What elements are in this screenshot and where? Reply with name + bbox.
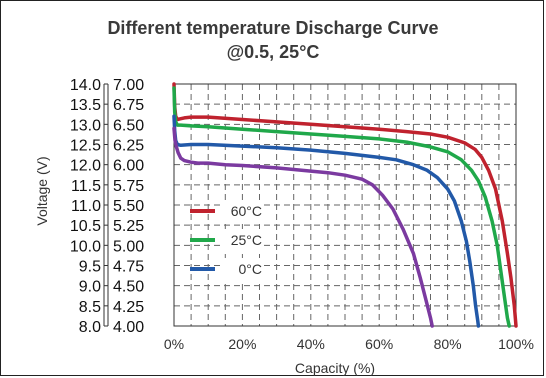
y-tick-label-inner: 5.75 (113, 178, 144, 195)
y-tick-label-inner: 4.25 (113, 299, 144, 316)
y-tick-label-inner: 4.75 (113, 259, 144, 276)
y-tick-label-outer: 12.5 (70, 138, 101, 155)
x-tick-label: 20% (228, 336, 256, 352)
y-tick-label-inner: 7.00 (113, 77, 144, 94)
y-tick-label-outer: 11.0 (71, 198, 101, 215)
y-axis-label: Voltage (V) (34, 156, 50, 225)
legend-label-bg (220, 258, 264, 280)
y-tick-label-outer: 11.5 (71, 178, 101, 195)
series-lines (172, 82, 518, 328)
x-tick-label: 100% (498, 336, 534, 352)
series-line-60c (172, 82, 518, 328)
y-tick-label-outer: 9.5 (79, 259, 101, 276)
y-tick-label-outer: 10.5 (70, 218, 101, 235)
chart-title: Different temperature Discharge Curve (107, 18, 439, 38)
y-tick-label-outer: 14.0 (70, 77, 101, 94)
series-line-25c (172, 86, 511, 328)
y-tick-label-inner: 6.00 (113, 158, 144, 175)
y-tick-label-inner: 4.00 (113, 319, 144, 336)
x-tick-label: 80% (434, 336, 462, 352)
x-axis-label: Capacity (%) (295, 360, 375, 376)
y-tick-label-outer: 9.0 (79, 279, 101, 296)
legend-label: 25°C (231, 232, 262, 248)
x-tick-label: 0% (164, 336, 184, 352)
chart-subtitle: @0.5, 25°C (226, 42, 320, 62)
series-line-unlabeled (172, 126, 434, 328)
y-tick-label-outer: 12.0 (70, 158, 101, 175)
x-tick-label: 40% (297, 336, 325, 352)
y-tick-label-inner: 6.25 (113, 138, 144, 155)
legend-label: 60°C (231, 203, 262, 219)
y-tick-label-outer: 13.5 (70, 97, 101, 114)
x-tick-label: 60% (365, 336, 393, 352)
y-tick-label-inner: 5.25 (113, 218, 144, 235)
tick-labels: 14.0 13.5 13.0 12.5 12.0 11.5 11.0 10.5 10.0 9.5 9… (70, 77, 534, 352)
legend: 60°C 25°C 0°C (190, 200, 264, 280)
y-tick-label-outer: 13.0 (70, 117, 101, 134)
y-tick-label-inner: 5.50 (113, 198, 144, 215)
plot-area-border (173, 83, 517, 327)
series-line-0c (172, 114, 481, 328)
legend-label-bg (220, 229, 264, 251)
y-tick-label-inner: 6.75 (113, 97, 144, 114)
y-tick-label-outer: 8.0 (79, 319, 101, 336)
legend-label: 0°C (239, 261, 263, 277)
y-tick-label-inner: 6.50 (113, 117, 144, 134)
y-tick-label-inner: 4.50 (113, 279, 144, 296)
y-tick-label-inner: 5.00 (113, 238, 144, 255)
y-tick-label-outer: 8.5 (79, 299, 101, 316)
y-tick-label-outer: 10.0 (70, 238, 101, 255)
legend-label-bg (220, 200, 264, 222)
